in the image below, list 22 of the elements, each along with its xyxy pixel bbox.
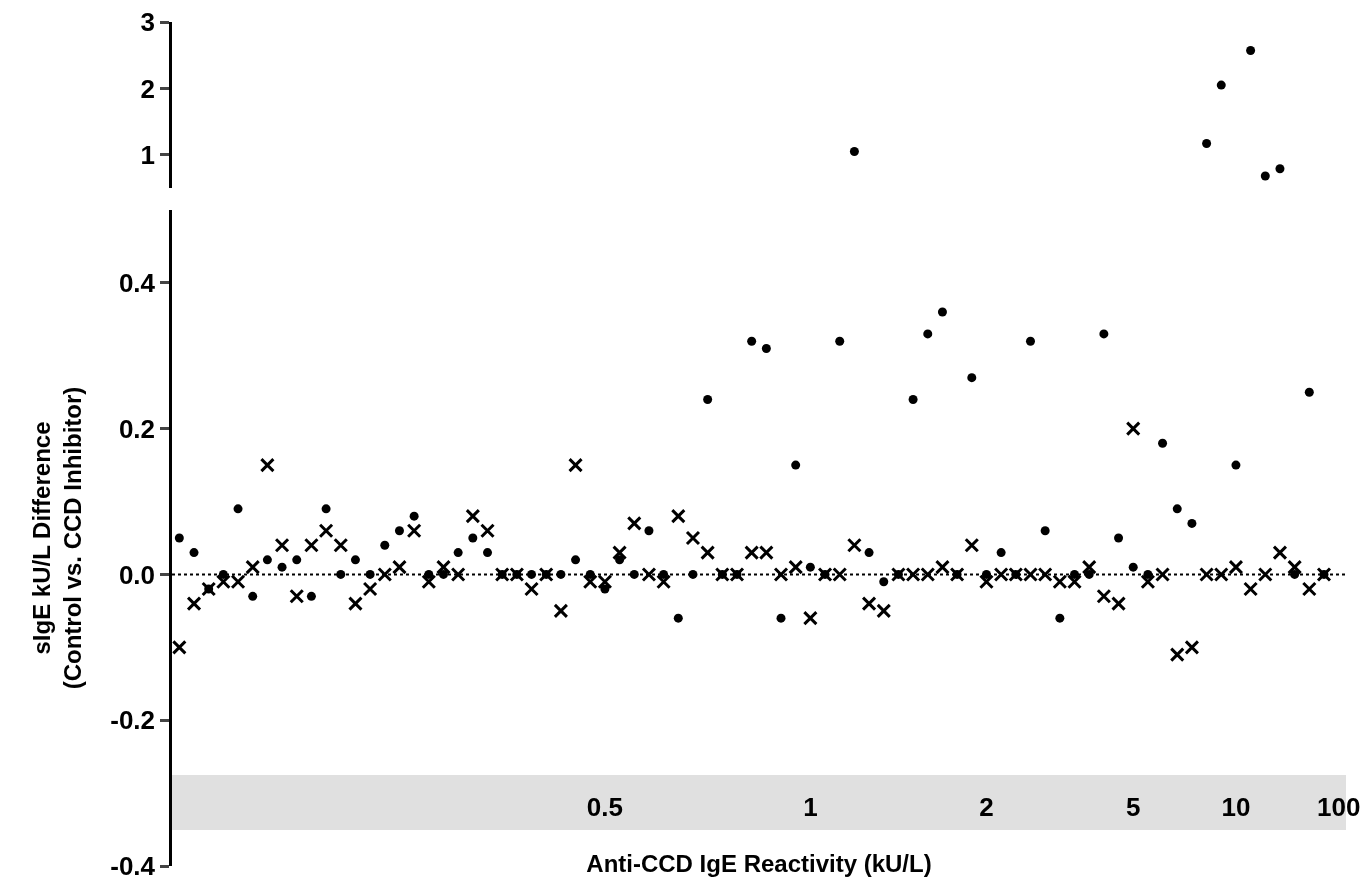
x-tick-label: 5: [1125, 791, 1141, 822]
x-tick-label: 10: [1221, 791, 1251, 822]
point: [1275, 164, 1285, 174]
y-tick-label: 0.0: [118, 559, 156, 590]
x-tick-label: 0.5: [586, 791, 623, 822]
point: [1216, 80, 1226, 90]
x-tick-label: 2: [979, 791, 994, 822]
y-axis-title: sIgE kU/L Difference (Control vs. CCD Inhibitor): [28, 386, 87, 690]
x-tick-label: 1: [803, 791, 818, 822]
y-tick-label: -0.2: [110, 705, 156, 736]
y-tick-label: 0.4: [118, 267, 156, 298]
point: [1202, 139, 1212, 149]
point: [1246, 46, 1256, 56]
y-tick-label: -0.4: [110, 851, 156, 882]
x-tick-label: 100: [1316, 791, 1361, 822]
y-tick-label: 1: [140, 139, 156, 170]
point: [1260, 171, 1270, 181]
y-tick-label: 0.2: [118, 413, 156, 444]
y-tick-label: 3: [140, 7, 156, 38]
y-tick-label: 2: [140, 73, 156, 104]
x-axis-title: Anti-CCD IgE Reactivity (kU/L): [586, 849, 932, 877]
point: [849, 146, 859, 156]
